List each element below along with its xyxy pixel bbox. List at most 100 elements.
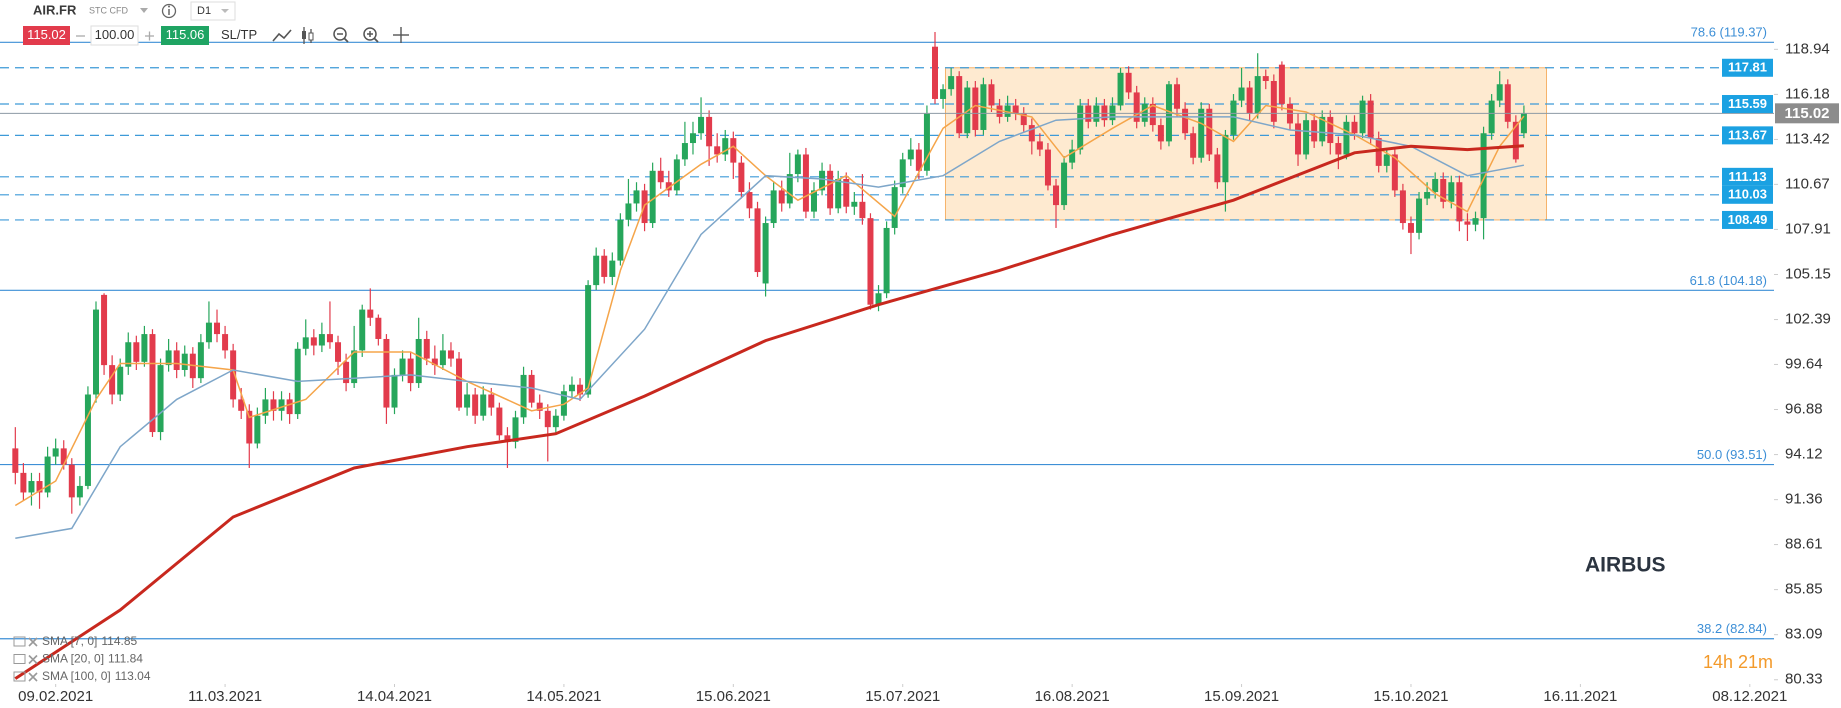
candle-body (399, 358, 406, 375)
legend-name: SMA [100, 0] (42, 669, 111, 683)
candle-body (230, 350, 237, 400)
candle-body (1375, 138, 1382, 166)
candle-body (552, 415, 559, 428)
candle-body (20, 472, 27, 493)
candle-body (254, 415, 261, 444)
candle-body (480, 394, 487, 416)
candle-body (875, 293, 882, 305)
move-icon[interactable] (393, 27, 409, 43)
candle-body (149, 334, 156, 433)
candle-body (1359, 100, 1366, 134)
candle-body (439, 350, 446, 366)
candle-body (940, 89, 947, 99)
candle-body (1069, 149, 1076, 163)
candle-body (972, 87, 979, 130)
candle-body (318, 334, 325, 346)
candle-body (1133, 92, 1140, 122)
candle-body (1020, 113, 1027, 126)
candle-body (1061, 162, 1068, 206)
legend-value: 114.85 (101, 634, 137, 648)
sma-line (14, 104, 1525, 507)
y-tick-label: 105.15 (1785, 265, 1831, 282)
zoom-out-icon[interactable] (333, 27, 347, 41)
candle-body (1504, 84, 1511, 122)
symbol[interactable]: AIR.FR (33, 2, 77, 17)
candle-body (649, 170, 656, 224)
candle-body (1077, 105, 1084, 150)
candle-body (133, 342, 140, 362)
candle-body (391, 374, 398, 408)
line-chart-icon[interactable] (272, 29, 292, 42)
candle-body (1448, 182, 1455, 202)
candle-body (706, 116, 713, 147)
x-tick-label: 16.08.2021 (1035, 688, 1110, 705)
legend-icon (13, 671, 26, 682)
candle-body (1262, 76, 1269, 81)
candle-body (375, 317, 382, 339)
volume-input[interactable] (90, 25, 139, 46)
candle-body (754, 208, 761, 273)
icon-part (302, 31, 306, 39)
x-tick-label: 15.09.2021 (1204, 688, 1279, 705)
candle-body (1117, 72, 1124, 106)
candle-body (899, 159, 906, 188)
candle-body (1125, 72, 1132, 93)
candle-body (867, 218, 874, 305)
candle-body (1343, 121, 1350, 155)
candle-body (738, 162, 745, 193)
legend-entry: SMA [7, 0] 114.85 (42, 634, 137, 648)
candle-body (1157, 125, 1164, 142)
candle-body (778, 190, 785, 204)
candle-body (1464, 221, 1471, 225)
candle-body (1295, 123, 1302, 155)
legend-remove[interactable] (28, 654, 38, 665)
info-icon[interactable] (161, 3, 177, 19)
x-tick-label: 08.12.2021 (1712, 688, 1787, 705)
x-tick-label: 14.05.2021 (526, 688, 601, 705)
last-price-text: 115.02 (1784, 105, 1829, 122)
sltp-button[interactable]: SL/TP (221, 27, 257, 42)
interval-select[interactable] (190, 1, 236, 21)
x-tick-label: 09.02.2021 (18, 688, 93, 705)
level-tag (1722, 210, 1773, 229)
candle-body (617, 219, 624, 261)
candle-body (1319, 116, 1326, 142)
candle-body (988, 84, 995, 106)
candles-icon[interactable] (302, 27, 314, 44)
zoom-in-icon[interactable] (363, 27, 377, 41)
fib-label: 50.0 (93.51) (1697, 447, 1767, 462)
candle-body (891, 187, 898, 228)
sell-button[interactable] (23, 26, 70, 45)
legend-remove[interactable] (28, 637, 38, 647)
candle-body (722, 138, 729, 155)
candle-body (681, 143, 688, 160)
candle-body (36, 481, 43, 493)
level-tag-text: 117.81 (1728, 60, 1767, 75)
dropdown-arrow[interactable] (140, 8, 148, 13)
candle-body (1053, 185, 1060, 206)
candle-body (359, 309, 366, 351)
candle-body (68, 464, 75, 498)
ask-price: 115.06 (166, 27, 205, 42)
candle-body (786, 174, 793, 204)
legend-name: SMA [7, 0] (42, 634, 97, 648)
candle-body (1012, 105, 1019, 114)
info-icon (168, 5, 170, 8)
range-zone (944, 67, 1548, 221)
toolbar: AIR.FR STC CFD D1 115.02 100.00 115.06 S… (23, 1, 409, 46)
candle-body (351, 350, 358, 384)
candle-body (609, 260, 616, 277)
level-tag (1722, 185, 1773, 204)
candle-body (1230, 100, 1237, 135)
legend-entry: SMA [20, 0] 111.84 (42, 652, 143, 666)
candle-body (1327, 116, 1334, 144)
y-tick-label: 118.94 (1785, 40, 1830, 57)
candle-body (1488, 100, 1495, 134)
buy-button[interactable] (161, 26, 209, 45)
candle-body (915, 149, 922, 171)
level-tag-text: 113.67 (1728, 127, 1767, 142)
candle-body (181, 353, 188, 371)
candle-body (504, 435, 511, 442)
legend-remove[interactable] (28, 672, 38, 682)
